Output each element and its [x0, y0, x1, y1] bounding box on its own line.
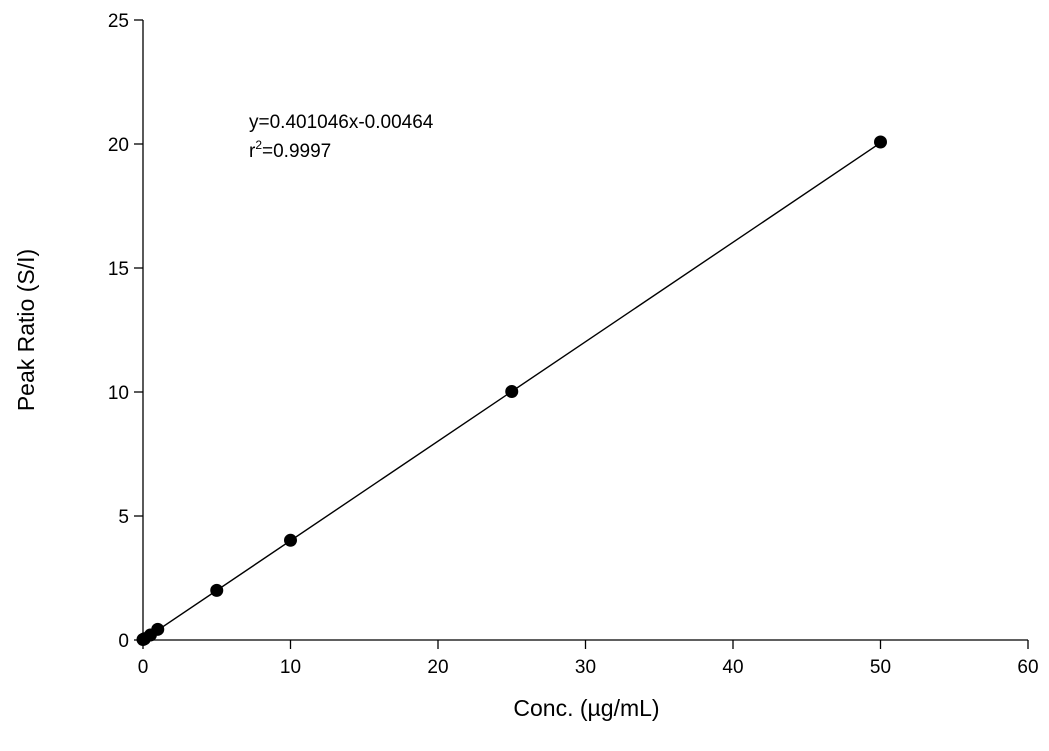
- x-tick-label: 20: [427, 657, 448, 678]
- y-tick-label: 5: [118, 507, 129, 528]
- x-axis-title: Conc. (µg/mL): [513, 695, 659, 721]
- data-point: [284, 533, 297, 547]
- y-tick-label: 15: [108, 259, 129, 280]
- x-ticks: 0 10 20 30 40 50 60: [138, 640, 1039, 678]
- data-point: [151, 622, 165, 636]
- x-tick-label: 0: [138, 657, 149, 678]
- data-point: [505, 385, 519, 399]
- data-point: [210, 583, 224, 597]
- y-tick-label: 20: [108, 135, 129, 156]
- y-axis-title: Peak Ratio (S/I): [13, 249, 39, 411]
- x-tick-label: 50: [870, 657, 891, 678]
- x-tick-label: 10: [280, 657, 301, 678]
- x-tick-label: 40: [722, 657, 743, 678]
- r-squared-label: r2=0.9997: [249, 138, 331, 162]
- y-tick-label: 0: [118, 631, 129, 652]
- data-point: [874, 135, 887, 149]
- data-points: [136, 135, 887, 647]
- y-ticks: 0 5 10 15 20 25: [108, 11, 143, 652]
- y-tick-label: 25: [108, 11, 129, 32]
- regression-equation: y=0.401046x-0.00464: [249, 112, 434, 133]
- y-tick-label: 10: [108, 383, 129, 404]
- x-tick-label: 60: [1017, 657, 1038, 678]
- r-squared-prefix: r: [249, 141, 256, 162]
- r-squared-value: =0.9997: [262, 141, 331, 162]
- r-squared-exponent: 2: [255, 138, 262, 152]
- x-tick-label: 30: [575, 657, 596, 678]
